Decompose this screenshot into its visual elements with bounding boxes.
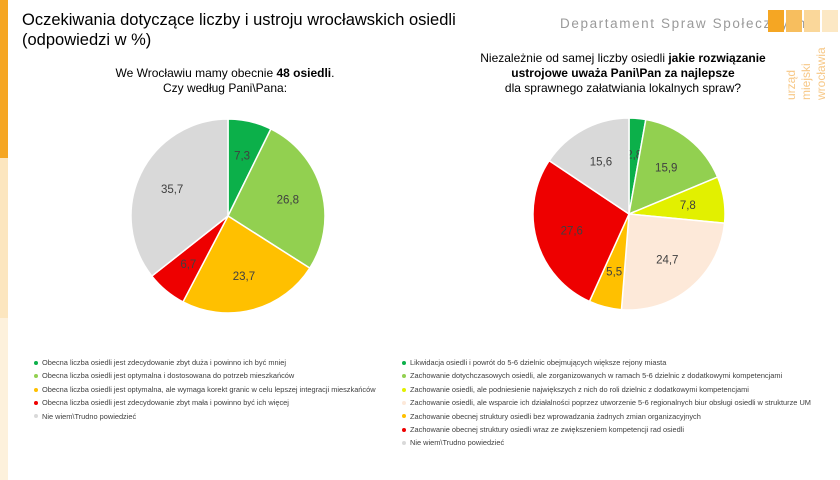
legend-label: Zachowanie osiedli, ale podniesienie naj… [410, 384, 749, 394]
slice-value-label: 15,6 [590, 156, 612, 168]
left-chart-title-text: . [331, 66, 335, 80]
slice-value-label: 15,9 [655, 163, 677, 175]
city-office-logo: urząd miejski wrocławia [785, 47, 828, 101]
slice-value-label: 26,8 [277, 194, 299, 206]
page-title: Oczekiwania dotyczące liczby i ustroju w… [22, 10, 462, 50]
legend-item: Zachowanie osiedli, ale wsparcie ich dzi… [402, 396, 811, 409]
pie-slice [130, 118, 229, 278]
right-chart-title-text: Niezależnie od samej liczby osiedli [480, 51, 669, 65]
left-chart-title: We Wrocławiu mamy obecnie 48 osiedli. Cz… [60, 66, 390, 96]
pie-slice [181, 214, 311, 314]
slice-value-label: 23,7 [233, 271, 255, 283]
slice-value-label: 27,6 [561, 225, 583, 237]
legend-marker [402, 374, 406, 379]
accent-segment [0, 0, 8, 158]
pie-slice [532, 159, 630, 303]
legend-label: Obecna liczba osiedli jest optymalna i d… [42, 371, 295, 381]
left-chart-title-bold: 48 osiedli [276, 66, 332, 80]
legend-item: Obecna liczba osiedli jest optymalna i d… [34, 369, 376, 382]
accent-square [786, 10, 802, 32]
logo-text-line: urząd [785, 70, 798, 100]
legend-marker [402, 441, 406, 446]
legend-item: Nie wiem\Trudno powiedzieć [402, 436, 811, 449]
legend-item: Obecna liczba osiedli jest zdecydowanie … [34, 356, 376, 369]
legend-item: Nie wiem\Trudno powiedzieć [34, 410, 376, 423]
legend-marker [402, 427, 406, 432]
accent-square [804, 10, 820, 32]
legend-marker [402, 414, 406, 419]
legend-label: Zachowanie osiedli, ale wsparcie ich dzi… [410, 398, 811, 408]
legend-item: Likwidacja osiedli i powrót do 5-6 dziel… [402, 356, 811, 369]
logo-text-line: wrocławia [814, 47, 828, 101]
department-name: Departament Spraw Społecznych [560, 16, 807, 31]
legend-item: Zachowanie obecnej struktury osiedli bez… [402, 410, 811, 423]
legend-marker [34, 360, 38, 365]
legend-item: Obecna liczba osiedli jest zdecydowanie … [34, 396, 376, 409]
slice-value-label: 6,7 [180, 259, 196, 271]
accent-segment [0, 158, 8, 318]
legend-label: Nie wiem\Trudno powiedzieć [410, 438, 505, 448]
left-accent-bar [0, 0, 8, 480]
page-title-line: Oczekiwania dotyczące liczby i ustroju w… [22, 11, 456, 29]
legend-label: Obecna liczba osiedli jest zdecydowanie … [42, 358, 287, 367]
right-chart-legend: Likwidacja osiedli i powrót do 5-6 dziel… [402, 356, 811, 450]
legend-label: Obecna liczba osiedli jest optymalna, al… [42, 384, 376, 394]
legend-item: Zachowanie osiedli, ale podniesienie naj… [402, 383, 811, 396]
slice-value-label: 24,7 [656, 255, 678, 267]
logo-text-line: miejski [799, 63, 813, 100]
legend-marker [34, 374, 38, 379]
legend-label: Obecna liczba osiedli jest zdecydowanie … [42, 398, 289, 408]
legend-label: Zachowanie dotychczasowych osiedli, ale … [410, 371, 783, 381]
slice-value-label: 35,7 [161, 184, 183, 196]
legend-item: Obecna liczba osiedli jest optymalna, al… [34, 383, 376, 396]
pie-slice [628, 118, 719, 216]
slice-value-label: 7,3 [234, 151, 250, 163]
legend-marker [402, 360, 406, 365]
pie-slice [620, 213, 726, 311]
right-chart-title-bold: ustrojowe uważa Pani\Pan za najlepsze [511, 66, 735, 80]
legend-marker [402, 400, 406, 405]
legend-item: Zachowanie dotychczasowych osiedli, ale … [402, 369, 811, 382]
legend-label: Nie wiem\Trudno powiedzieć [42, 411, 137, 421]
right-chart-title-bold: jakie rozwiązanie [668, 51, 766, 65]
left-chart-title-text: We Wrocławiu mamy obecnie [115, 66, 277, 80]
legend-label: Zachowanie obecnej struktury osiedli wra… [410, 425, 684, 435]
left-chart-title-text: Czy według Pani\Pana: [162, 81, 288, 95]
legend-marker [34, 414, 38, 419]
accent-segment [0, 318, 8, 480]
pie-slice [227, 127, 326, 270]
accent-square [768, 10, 784, 32]
legend-label: Zachowanie obecnej struktury osiedli bez… [410, 411, 701, 421]
right-chart-title: Niezależnie od samej liczby osiedli jaki… [468, 51, 778, 96]
legend-marker [34, 387, 38, 392]
page-title-line: (odpowiedzi w %) [22, 31, 152, 49]
accent-square [822, 10, 838, 32]
legend-item: Zachowanie obecnej struktury osiedli wra… [402, 423, 811, 436]
legend-marker [34, 400, 38, 405]
legend-label: Likwidacja osiedli i powrót do 5-6 dziel… [410, 358, 667, 367]
slice-value-label: 5,5 [606, 267, 622, 279]
slice-value-label: 7,8 [680, 200, 696, 212]
legend-marker [402, 387, 406, 392]
left-chart-legend: Obecna liczba osiedli jest zdecydowanie … [34, 356, 376, 423]
right-chart-title-text: dla sprawnego załatwiania lokalnych spra… [504, 81, 742, 95]
pie-slice [548, 117, 630, 216]
